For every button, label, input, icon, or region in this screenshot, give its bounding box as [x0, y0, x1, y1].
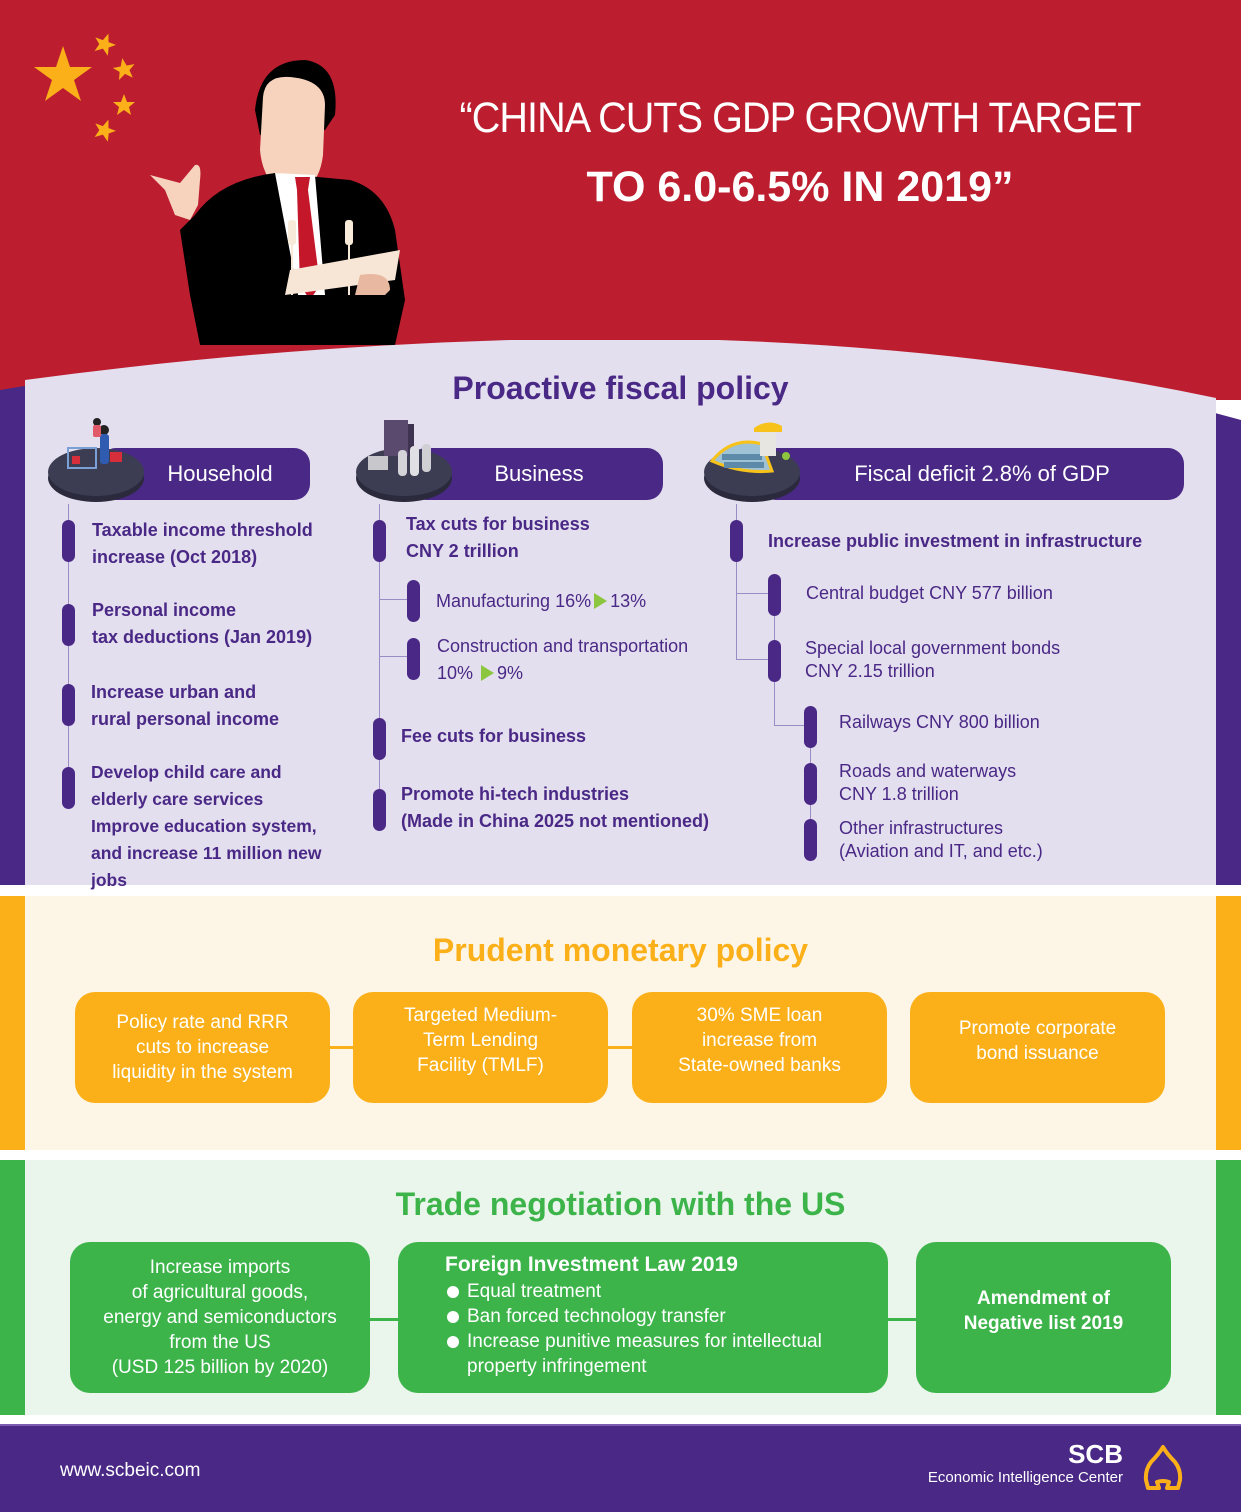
- timeline-marker: [373, 789, 386, 831]
- deficit-sub-central-budget: Central budget CNY 577 billion: [806, 583, 1053, 603]
- construction-label: Construction and transportation: [437, 636, 689, 656]
- business-item-tax-cuts: Tax cuts for business CNY 2 trillion: [406, 514, 590, 561]
- timeline-marker: [768, 640, 781, 682]
- footer: www.scbeic.com SCB Economic Intelligence…: [0, 1424, 1241, 1512]
- business-header: Business: [410, 448, 663, 500]
- fiscal-deficit-header: Fiscal deficit 2.8% of GDP: [760, 448, 1184, 500]
- brand-name: SCB: [1068, 1439, 1123, 1469]
- timeline-marker: [62, 604, 75, 646]
- monetary-box-corporate-bond: Promote corporate bond issuance: [910, 992, 1165, 1103]
- timeline-marker: [804, 763, 817, 805]
- manufacturing-new-rate: 13%: [610, 591, 647, 611]
- deficit-sub-railways: Railways CNY 800 billion: [839, 712, 1040, 732]
- scb-logo-icon: [1143, 1445, 1183, 1490]
- trade-section-title: Trade negotiation with the US: [395, 1186, 846, 1222]
- trade-box-imports: Increase imports of agricultural goods, …: [70, 1242, 370, 1393]
- monetary-section-title: Prudent monetary policy: [432, 932, 809, 968]
- timeline-marker: [62, 767, 75, 809]
- monetary-box-sme-loan: 30% SME loan increase from State-owned b…: [632, 992, 887, 1103]
- construction-old-rate: 10%: [437, 663, 474, 683]
- business-item-fee-cuts: Fee cuts for business: [401, 726, 587, 746]
- timeline-marker: [407, 580, 420, 622]
- trade-negotiation-section: Trade negotiation with the US Increase i…: [0, 1160, 1241, 1415]
- monetary-policy-section: Prudent monetary policy Policy rate and …: [0, 896, 1241, 1150]
- branch-connector: [774, 725, 806, 726]
- monetary-box-tmlf: Targeted Medium- Term Lending Facility (…: [353, 992, 608, 1103]
- branch-connector: [380, 599, 410, 600]
- fiscal-deficit-label: Fiscal deficit 2.8% of GDP: [854, 461, 1110, 486]
- headline-line-2: TO 6.0-6.5% IN 2019”: [586, 163, 1014, 211]
- connector: [774, 616, 775, 640]
- timeline-marker: [62, 684, 75, 726]
- website-link[interactable]: www.scbeic.com: [60, 1460, 201, 1481]
- construction-new-rate: 9%: [497, 663, 524, 683]
- timeline-marker: [804, 819, 817, 861]
- deficit-item-public-investment: Increase public investment in infrastruc…: [768, 531, 1143, 551]
- trade-box-foreign-investment-law: Foreign Investment Law 2019 Equal treatm…: [398, 1242, 888, 1393]
- brand-block: SCB Economic Intelligence Center: [928, 1440, 1123, 1488]
- foreign-investment-law-title: Foreign Investment Law 2019: [445, 1253, 738, 1276]
- factory-icon: [356, 420, 452, 502]
- fiscal-policy-section: Proactive fiscal policy Household Busine…: [0, 340, 1241, 890]
- china-flag-stars-icon: [34, 33, 135, 142]
- law-bullet-ban-tech-transfer: Ban forced technology transfer: [445, 1304, 888, 1329]
- household-item-2: Personal income tax deductions (Jan 2019…: [92, 600, 313, 647]
- timeline-marker: [62, 520, 75, 562]
- train-station-icon: [704, 422, 800, 502]
- arrow-right-icon: [594, 593, 608, 609]
- timeline-marker: [804, 706, 817, 748]
- monetary-box-policy-rate: Policy rate and RRR cuts to increase liq…: [75, 992, 330, 1103]
- business-timeline-line: [379, 504, 380, 804]
- business-sub-manufacturing: Manufacturing 16% 13%: [436, 588, 706, 615]
- business-sub-construction: Construction and transportation 10% 9%: [437, 633, 717, 687]
- household-timeline-line: [68, 504, 69, 804]
- deficit-sub-roads: Roads and waterways CNY 1.8 trillion: [839, 761, 1017, 804]
- household-item-1: Taxable income threshold increase (Oct 2…: [92, 520, 313, 567]
- branch-connector: [737, 593, 769, 594]
- manufacturing-label: Manufacturing 16%: [436, 591, 592, 611]
- timeline-marker: [373, 520, 386, 562]
- deficit-sub-other: Other infrastructures (Aviation and IT, …: [839, 818, 1043, 861]
- law-bullet-ip-measures: Increase punitive measures for intellect…: [445, 1329, 888, 1379]
- branch-connector: [380, 656, 410, 657]
- headline-line-1: “CHINA CUTS GDP GROWTH TARGET: [459, 94, 1141, 142]
- business-item-hitech: Promote hi-tech industries (Made in Chin…: [401, 784, 710, 831]
- timeline-marker: [373, 718, 386, 760]
- household-item-3: Increase urban and rural personal income: [91, 682, 280, 729]
- household-label: Household: [167, 461, 273, 486]
- household-item-4: Develop child care and elderly care serv…: [91, 762, 322, 890]
- page-headline: “CHINA CUTS GDP GROWTH TARGET TO 6.0-6.5…: [390, 92, 1210, 212]
- speaker-at-podium-illustration: [150, 60, 405, 345]
- timeline-marker: [730, 520, 743, 562]
- business-label: Business: [494, 461, 584, 486]
- deficit-sub-special-bonds: Special local government bonds CNY 2.15 …: [805, 638, 1061, 681]
- branch-connector: [737, 659, 769, 660]
- timeline-marker: [768, 574, 781, 616]
- fiscal-section-title: Proactive fiscal policy: [452, 370, 789, 406]
- timeline-marker: [407, 638, 420, 680]
- brand-subtitle: Economic Intelligence Center: [927, 1469, 1123, 1486]
- shopping-family-icon: [48, 418, 144, 502]
- hero-banner: “CHINA CUTS GDP GROWTH TARGET TO 6.0-6.5…: [0, 0, 1241, 400]
- deficit-timeline-line: [736, 504, 737, 660]
- trade-box-negative-list: Amendment of Negative list 2019: [916, 1242, 1171, 1393]
- connector: [774, 682, 775, 726]
- arrow-right-icon: [481, 665, 495, 681]
- law-bullet-equal-treatment: Equal treatment: [445, 1279, 888, 1304]
